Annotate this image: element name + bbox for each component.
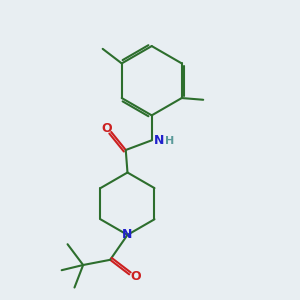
Text: H: H [165, 136, 174, 146]
Text: N: N [154, 134, 164, 147]
Text: O: O [102, 122, 112, 135]
Text: N: N [122, 228, 133, 242]
Text: O: O [131, 270, 142, 283]
